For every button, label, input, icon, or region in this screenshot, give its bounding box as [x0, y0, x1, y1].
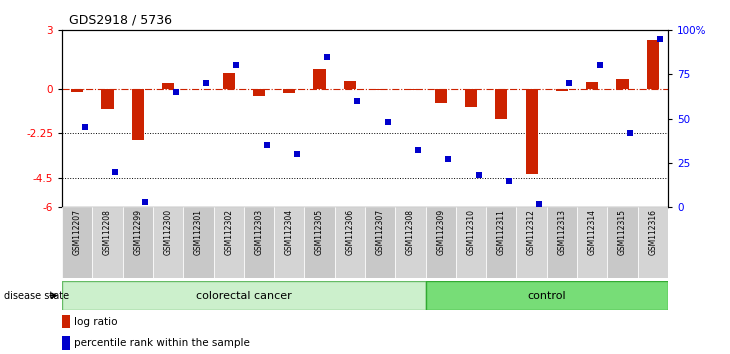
- Text: GSM112315: GSM112315: [618, 209, 627, 255]
- Text: GSM112207: GSM112207: [73, 209, 82, 255]
- Bar: [396, 207, 426, 278]
- Text: GSM112208: GSM112208: [103, 209, 112, 255]
- Text: control: control: [528, 291, 566, 301]
- Text: log ratio: log ratio: [74, 317, 118, 327]
- Text: GSM112304: GSM112304: [285, 209, 293, 255]
- Bar: [456, 207, 486, 278]
- Text: GSM112306: GSM112306: [345, 209, 354, 255]
- Text: GSM112300: GSM112300: [164, 209, 172, 255]
- Bar: [434, 89, 447, 103]
- Bar: [495, 89, 507, 119]
- Bar: [404, 89, 417, 90]
- Bar: [253, 89, 265, 96]
- Bar: [526, 89, 538, 174]
- Bar: [304, 207, 335, 278]
- Bar: [131, 89, 144, 140]
- Bar: [244, 207, 274, 278]
- Text: GSM112312: GSM112312: [527, 209, 536, 255]
- Bar: [183, 207, 214, 278]
- Bar: [577, 207, 607, 278]
- Text: GSM112309: GSM112309: [437, 209, 445, 255]
- Text: GSM112311: GSM112311: [497, 209, 506, 255]
- Bar: [223, 73, 235, 89]
- Bar: [214, 207, 244, 278]
- Bar: [365, 207, 396, 278]
- Text: GSM112307: GSM112307: [376, 209, 385, 255]
- Bar: [465, 89, 477, 107]
- Bar: [283, 89, 296, 93]
- Text: disease state: disease state: [4, 291, 69, 301]
- Bar: [123, 207, 153, 278]
- Bar: [426, 207, 456, 278]
- Bar: [153, 207, 183, 278]
- Bar: [556, 89, 568, 91]
- Text: GSM112303: GSM112303: [255, 209, 264, 255]
- Bar: [607, 207, 638, 278]
- Bar: [344, 81, 356, 89]
- Bar: [62, 315, 69, 329]
- Bar: [62, 336, 69, 350]
- Text: GSM112316: GSM112316: [648, 209, 657, 255]
- Bar: [313, 69, 326, 89]
- Bar: [517, 207, 547, 278]
- Bar: [638, 207, 668, 278]
- Text: GSM112313: GSM112313: [558, 209, 566, 255]
- Bar: [93, 207, 123, 278]
- Bar: [274, 207, 304, 278]
- Bar: [62, 207, 93, 278]
- Text: GSM112301: GSM112301: [194, 209, 203, 255]
- Bar: [335, 207, 365, 278]
- Bar: [586, 82, 599, 89]
- Bar: [101, 89, 114, 109]
- Text: GSM112299: GSM112299: [134, 209, 142, 255]
- Bar: [486, 207, 517, 278]
- Text: percentile rank within the sample: percentile rank within the sample: [74, 338, 250, 348]
- Bar: [162, 83, 174, 89]
- Bar: [547, 207, 577, 278]
- Text: colorectal cancer: colorectal cancer: [196, 291, 292, 301]
- Text: GSM112302: GSM112302: [224, 209, 233, 255]
- Text: GSM112308: GSM112308: [406, 209, 415, 255]
- Bar: [426, 281, 668, 310]
- Text: GSM112305: GSM112305: [315, 209, 324, 255]
- Bar: [71, 89, 83, 92]
- Bar: [374, 89, 386, 90]
- Text: GSM112310: GSM112310: [466, 209, 475, 255]
- Bar: [62, 281, 426, 310]
- Text: GDS2918 / 5736: GDS2918 / 5736: [69, 13, 172, 27]
- Bar: [616, 79, 629, 89]
- Bar: [647, 40, 659, 89]
- Text: GSM112314: GSM112314: [588, 209, 596, 255]
